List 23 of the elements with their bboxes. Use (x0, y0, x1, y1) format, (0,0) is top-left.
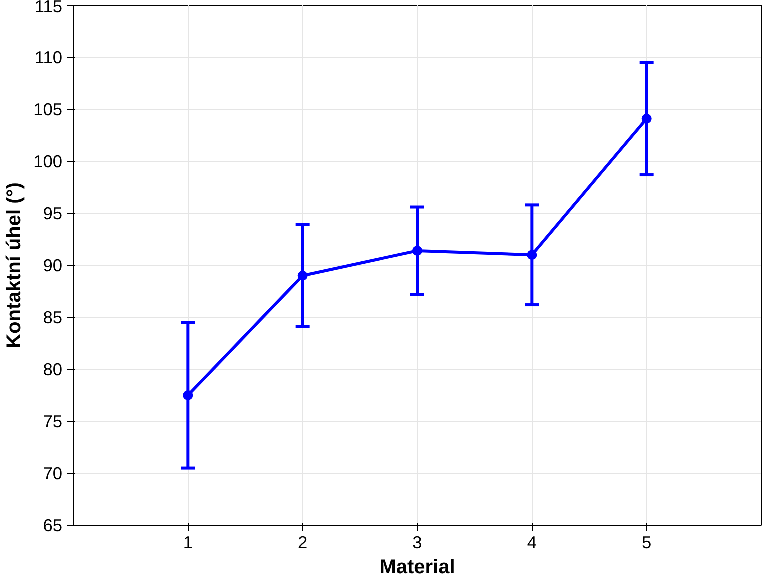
y-tick-label: 80 (43, 360, 63, 380)
y-tick-label: 85 (43, 308, 63, 328)
point (642, 114, 652, 124)
x-tick-label: 3 (412, 532, 422, 552)
y-tick-label: 70 (43, 464, 63, 484)
y-tick-label: 75 (43, 412, 63, 432)
point (412, 246, 422, 256)
x-tick-label: 5 (642, 532, 652, 552)
y-tick-label: 100 (34, 152, 63, 172)
x-axis-title: Material (380, 556, 456, 578)
y-tick-label: 90 (43, 256, 63, 276)
y-tick-label: 95 (43, 204, 63, 224)
point (298, 270, 308, 281)
y-axis-title: Kontaktní úhel (°) (4, 182, 26, 348)
y-tick-label: 110 (34, 48, 63, 68)
x-tick-label: 2 (298, 532, 308, 552)
y-tick-label: 65 (43, 516, 63, 536)
x-tick-label: 4 (527, 532, 538, 552)
x-tick-label: 1 (183, 532, 193, 552)
point (527, 250, 538, 260)
point (183, 390, 194, 400)
y-tick-label: 115 (34, 0, 63, 16)
y-tick-label: 105 (34, 100, 63, 120)
